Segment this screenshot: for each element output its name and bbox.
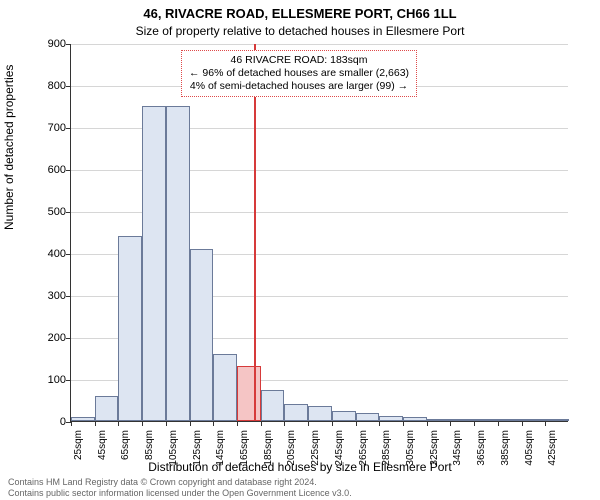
- xtick-label: 45sqm: [97, 430, 108, 460]
- chart-container: 46, RIVACRE ROAD, ELLESMERE PORT, CH66 1…: [0, 0, 600, 500]
- footer-attribution: Contains HM Land Registry data © Crown c…: [8, 477, 352, 498]
- histogram-bar: [332, 411, 356, 422]
- histogram-bar: [142, 106, 166, 421]
- ytick-label: 800: [48, 80, 66, 92]
- xtick-mark: [71, 421, 72, 426]
- xtick-mark: [403, 421, 404, 426]
- footer-line-2: Contains public sector information licen…: [8, 488, 352, 498]
- xtick-label: 85sqm: [144, 430, 155, 460]
- ytick-mark: [66, 338, 71, 339]
- ytick-label: 100: [48, 374, 66, 386]
- xtick-label: 65sqm: [120, 430, 131, 460]
- histogram-bar: [213, 354, 237, 421]
- xtick-mark: [142, 421, 143, 426]
- xtick-mark: [545, 421, 546, 426]
- ytick-label: 600: [48, 164, 66, 176]
- ytick-label: 0: [60, 416, 66, 428]
- histogram-bar: [427, 419, 451, 421]
- histogram-bar: [403, 417, 427, 421]
- histogram-bar: [379, 416, 403, 421]
- histogram-bar: [118, 236, 142, 421]
- info-line-2: ← 96% of detached houses are smaller (2,…: [189, 67, 409, 79]
- xtick-mark: [190, 421, 191, 426]
- xtick-mark: [237, 421, 238, 426]
- xtick-mark: [356, 421, 357, 426]
- xtick-mark: [308, 421, 309, 426]
- reference-line: [254, 44, 256, 421]
- x-axis-label: Distribution of detached houses by size …: [0, 460, 600, 474]
- histogram-bar: [522, 419, 546, 421]
- ytick-mark: [66, 128, 71, 129]
- histogram-bar: [95, 396, 119, 421]
- ytick-label: 200: [48, 332, 66, 344]
- ytick-label: 300: [48, 290, 66, 302]
- xtick-mark: [379, 421, 380, 426]
- xtick-mark: [498, 421, 499, 426]
- info-box: 46 RIVACRE ROAD: 183sqm← 96% of detached…: [181, 50, 417, 97]
- chart-title-2: Size of property relative to detached ho…: [0, 24, 600, 38]
- ytick-label: 700: [48, 122, 66, 134]
- histogram-bar: [237, 366, 261, 421]
- ytick-label: 900: [48, 38, 66, 50]
- xtick-mark: [284, 421, 285, 426]
- ytick-mark: [66, 254, 71, 255]
- histogram-bar: [71, 417, 95, 421]
- histogram-bar: [450, 419, 474, 421]
- xtick-mark: [166, 421, 167, 426]
- info-line-3: 4% of semi-detached houses are larger (9…: [190, 80, 408, 92]
- xtick-mark: [450, 421, 451, 426]
- info-line-1: 46 RIVACRE ROAD: 183sqm: [231, 54, 368, 66]
- xtick-mark: [332, 421, 333, 426]
- histogram-bar: [545, 419, 569, 421]
- histogram-bar: [190, 249, 214, 421]
- xtick-mark: [474, 421, 475, 426]
- xtick-mark: [213, 421, 214, 426]
- ytick-label: 500: [48, 206, 66, 218]
- ytick-mark: [66, 44, 71, 45]
- ytick-mark: [66, 296, 71, 297]
- xtick-mark: [118, 421, 119, 426]
- histogram-bar: [356, 413, 380, 421]
- footer-line-1: Contains HM Land Registry data © Crown c…: [8, 477, 317, 487]
- xtick-mark: [95, 421, 96, 426]
- histogram-bar: [474, 419, 498, 421]
- gridline: [71, 44, 568, 45]
- ytick-label: 400: [48, 248, 66, 260]
- histogram-bar: [166, 106, 190, 421]
- y-axis-label: Number of detached properties: [2, 65, 16, 230]
- chart-title-1: 46, RIVACRE ROAD, ELLESMERE PORT, CH66 1…: [0, 6, 600, 21]
- ytick-mark: [66, 170, 71, 171]
- xtick-mark: [427, 421, 428, 426]
- histogram-bar: [498, 419, 522, 421]
- histogram-bar: [284, 404, 308, 421]
- histogram-bar: [308, 406, 332, 421]
- ytick-mark: [66, 86, 71, 87]
- xtick-mark: [261, 421, 262, 426]
- histogram-bar: [261, 390, 285, 422]
- xtick-label: 25sqm: [73, 430, 84, 460]
- plot-area: 25sqm45sqm65sqm85sqm105sqm125sqm145sqm16…: [70, 44, 568, 422]
- xtick-mark: [522, 421, 523, 426]
- ytick-mark: [66, 380, 71, 381]
- ytick-mark: [66, 212, 71, 213]
